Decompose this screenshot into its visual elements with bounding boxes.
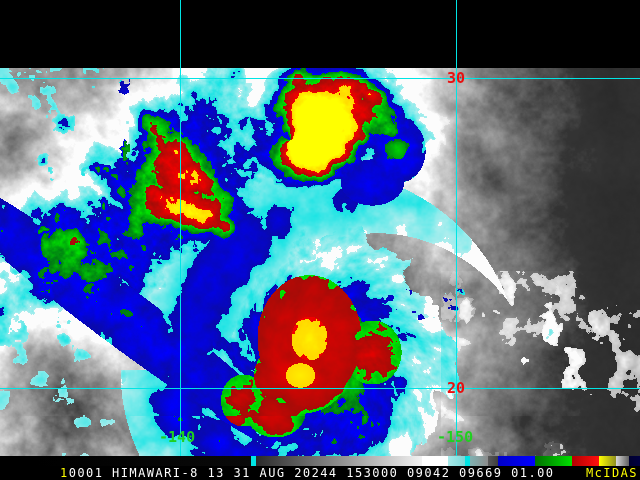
image-info-bar: 10001 HIMAWARI-8 13 31 AUG 20244 153000 … [0, 466, 640, 480]
enhancement-colorbar-canvas [0, 456, 640, 466]
satellite-image-area[interactable]: 30 20 -140 -150 [0, 0, 640, 456]
enhancement-colorbar [0, 456, 640, 466]
mcidas-brand-label: McIDAS [585, 466, 638, 480]
image-info-fields: 10001 HIMAWARI-8 13 31 AUG 20244 153000 … [60, 466, 554, 480]
frame-lead-digit: 1 [60, 466, 69, 480]
satellite-image-canvas[interactable] [0, 0, 640, 456]
image-info-text: 0001 HIMAWARI-8 13 31 AUG 20244 153000 0… [68, 466, 555, 480]
